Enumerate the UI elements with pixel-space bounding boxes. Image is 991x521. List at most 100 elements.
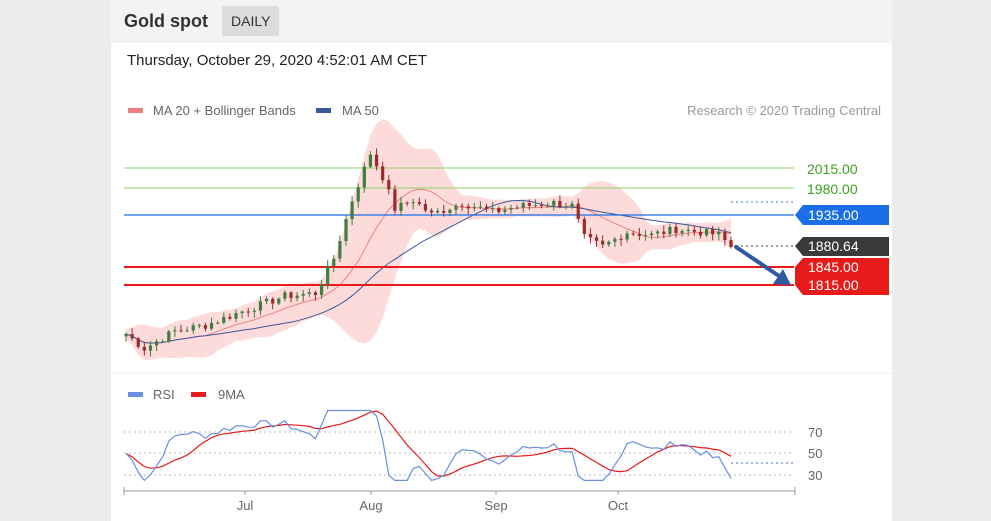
candle-body bbox=[179, 330, 183, 332]
rsi-tick-50: 50 bbox=[808, 446, 822, 461]
legend-label-rsi: RSI bbox=[153, 387, 175, 402]
svg-text:1815.00: 1815.00 bbox=[808, 277, 859, 293]
candle-body bbox=[356, 187, 360, 202]
rsi-legend: RSI 9MA bbox=[128, 387, 245, 402]
chart-panel: Gold spot DAILY Thursday, October 29, 20… bbox=[111, 0, 892, 521]
price-tag-support: 1845.00 1815.00 bbox=[795, 258, 889, 295]
candle-body bbox=[460, 205, 464, 207]
candle-body bbox=[533, 205, 538, 207]
candle-body bbox=[478, 206, 483, 208]
forecast-arrow bbox=[734, 245, 791, 285]
candle-body bbox=[576, 203, 580, 219]
chart-credit: Research © 2020 Trading Central bbox=[687, 103, 881, 118]
candle-body bbox=[619, 238, 623, 240]
bollinger-band bbox=[126, 119, 731, 361]
candle-body bbox=[607, 241, 611, 245]
candle-body bbox=[558, 200, 562, 207]
candle-body bbox=[662, 231, 666, 234]
candle-body bbox=[417, 202, 421, 205]
x-label-oct: Oct bbox=[608, 498, 629, 513]
candle-body bbox=[173, 330, 177, 332]
candle-body bbox=[271, 298, 275, 304]
legend-label-9ma: 9MA bbox=[218, 387, 245, 402]
legend-swatch-ma50 bbox=[316, 108, 331, 113]
candle-body bbox=[295, 295, 299, 299]
page-title: Gold spot bbox=[124, 11, 208, 31]
candle-body bbox=[674, 226, 678, 234]
candle-body bbox=[472, 207, 476, 209]
candle-body bbox=[124, 334, 128, 337]
candle-body bbox=[368, 154, 373, 167]
candle-body bbox=[601, 240, 605, 245]
x-label-sep: Sep bbox=[484, 498, 507, 513]
candle-body bbox=[405, 202, 409, 204]
timeframe-badge[interactable]: DAILY bbox=[222, 6, 280, 36]
chart-header: Gold spot DAILY bbox=[111, 0, 892, 43]
legend-label-ma50: MA 50 bbox=[342, 103, 379, 118]
candle-body bbox=[668, 226, 672, 234]
candle-body bbox=[185, 330, 189, 332]
candle-body bbox=[497, 207, 501, 212]
candle-body bbox=[130, 334, 134, 339]
candle-body bbox=[509, 208, 513, 210]
candle-body bbox=[729, 240, 733, 247]
x-axis: Jul Aug Sep Oct bbox=[123, 487, 796, 513]
candle-body bbox=[387, 180, 391, 190]
candle-body bbox=[704, 229, 709, 236]
candle-body bbox=[717, 231, 721, 235]
candle-body bbox=[423, 204, 428, 211]
candle-body bbox=[686, 229, 690, 232]
candles bbox=[124, 148, 733, 357]
candle-body bbox=[649, 233, 654, 236]
candle-body bbox=[393, 189, 397, 211]
candle-body bbox=[154, 341, 159, 346]
candle-body bbox=[222, 316, 226, 323]
candle-body bbox=[613, 238, 617, 242]
candle-body bbox=[289, 292, 293, 299]
candle-body bbox=[326, 265, 330, 285]
candle-body bbox=[570, 203, 574, 207]
candle-body bbox=[277, 298, 281, 304]
candle-body bbox=[454, 205, 458, 210]
candle-body bbox=[136, 338, 140, 347]
candle-body bbox=[436, 211, 440, 213]
candle-body bbox=[307, 292, 311, 294]
candle-body bbox=[680, 231, 684, 234]
candle-body bbox=[209, 322, 214, 329]
price-label-1980: 1980.00 bbox=[807, 181, 858, 197]
candle-body bbox=[656, 231, 660, 234]
candle-body bbox=[546, 205, 550, 207]
svg-text:1880.64: 1880.64 bbox=[808, 238, 859, 254]
candle-body bbox=[411, 202, 415, 204]
rsi-tick-70: 70 bbox=[808, 425, 822, 440]
candle-body bbox=[240, 311, 244, 314]
candle-body bbox=[625, 233, 629, 240]
candle-body bbox=[503, 209, 507, 212]
candle-body bbox=[582, 218, 586, 235]
ma20-line bbox=[125, 188, 732, 344]
candle-body bbox=[191, 325, 195, 331]
candle-body bbox=[521, 203, 525, 208]
candle-body bbox=[350, 201, 354, 220]
candle-body bbox=[234, 313, 238, 319]
candle-body bbox=[491, 207, 495, 209]
candle-body bbox=[161, 341, 165, 343]
svg-text:1845.00: 1845.00 bbox=[808, 259, 859, 275]
candle-body bbox=[167, 331, 171, 342]
candle-body bbox=[148, 345, 153, 351]
candle-body bbox=[643, 235, 648, 237]
rsi-tick-30: 30 bbox=[808, 468, 822, 483]
candle-body bbox=[539, 205, 544, 207]
legend-swatch-ma20 bbox=[128, 108, 143, 113]
candle-body bbox=[429, 210, 434, 213]
candle-body bbox=[515, 207, 519, 209]
candle-body bbox=[301, 293, 305, 296]
candle-body bbox=[283, 292, 287, 299]
candle-body bbox=[399, 202, 403, 211]
legend-swatch-9ma bbox=[191, 392, 206, 397]
x-label-jul: Jul bbox=[237, 498, 254, 513]
candle-body bbox=[252, 310, 256, 312]
candle-body bbox=[313, 292, 318, 295]
candle-body bbox=[588, 234, 593, 238]
candle-body bbox=[448, 209, 452, 213]
